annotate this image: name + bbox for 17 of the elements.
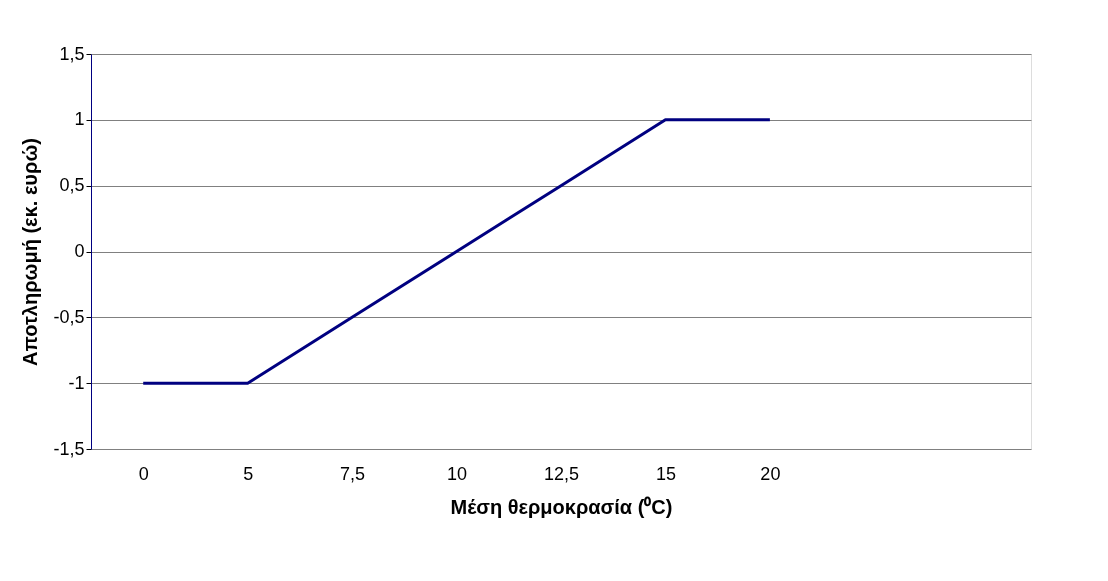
x-tick-label: 20 [760,463,781,484]
x-axis-title: Μέση θερμοκρασία (⁰C) [450,495,673,518]
y-tick-label: 1 [74,109,85,130]
x-tick-label: 7,5 [340,463,366,484]
y-tick-label: -1,5 [53,438,85,459]
x-tick-label: 10 [447,463,468,484]
y-axis-title: Αποτληρωμή (εκ. ευρώ) [19,138,42,366]
x-tick-label: 12,5 [543,463,580,484]
x-tick-label: 15 [655,463,676,484]
y-tick-label: 1,5 [59,43,85,64]
y-tick-label: 0 [74,241,85,261]
y-tick-label: 0,5 [59,175,85,196]
x-tick-label: 0 [138,463,149,484]
y-tick-label: -1 [68,372,85,393]
x-tick-label: 5 [243,463,254,484]
y-tick-label: -0,5 [53,306,85,327]
line-series [141,118,772,385]
